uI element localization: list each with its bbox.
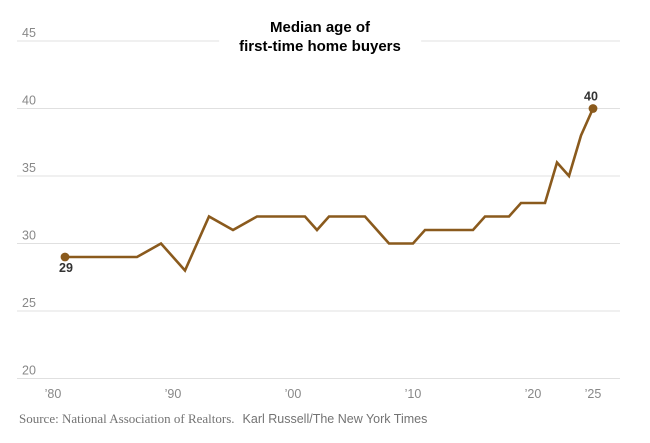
chart-title: Median age of first-time home buyers xyxy=(219,15,421,58)
y-tick-label: 40 xyxy=(22,94,36,108)
x-tick-label: ’25 xyxy=(585,387,602,401)
y-tick-label: 35 xyxy=(22,161,36,175)
x-tick-label: ’90 xyxy=(165,387,182,401)
x-tick-label: ’20 xyxy=(525,387,542,401)
x-tick-label: ’10 xyxy=(405,387,422,401)
source-text: Source: National Association of Realtors… xyxy=(19,411,235,426)
y-tick-label: 25 xyxy=(22,296,36,310)
endpoint-dot xyxy=(60,252,70,262)
byline-text: Karl Russell/The New York Times xyxy=(242,412,428,426)
x-tick-label: ’80 xyxy=(45,387,62,401)
median-age-line xyxy=(65,107,595,273)
endpoint-value-label: 29 xyxy=(59,261,73,275)
y-tick-label: 20 xyxy=(22,364,36,378)
x-tick-label: ’00 xyxy=(285,387,302,401)
endpoint-value-label: 40 xyxy=(584,90,598,104)
source-line: Source: National Association of Realtors… xyxy=(19,411,427,427)
chart-title-line-2: first-time home buyers xyxy=(239,38,401,55)
y-tick-label: 45 xyxy=(22,26,36,40)
y-tick-label: 30 xyxy=(22,229,36,243)
endpoint-dot xyxy=(588,104,598,113)
chart-title-line-1: Median age of xyxy=(269,19,370,36)
